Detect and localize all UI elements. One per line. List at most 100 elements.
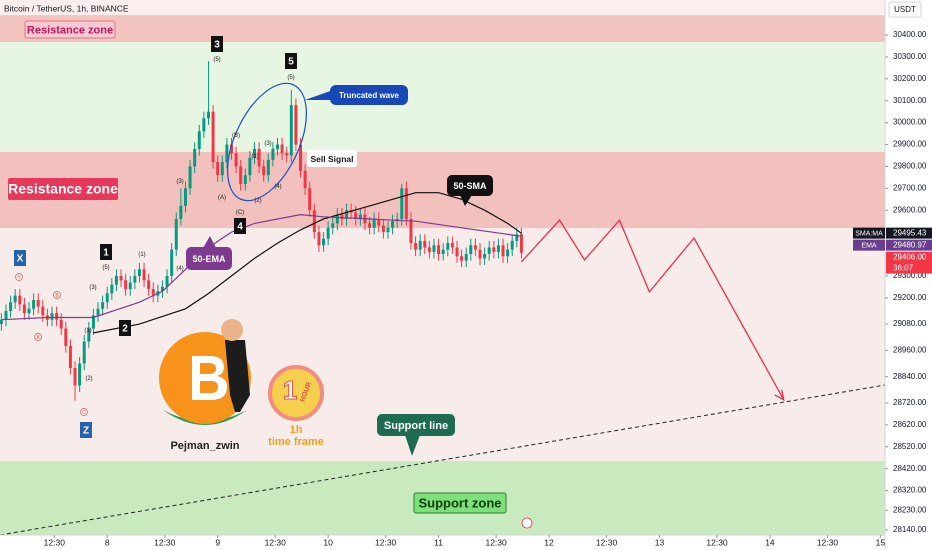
label-text: Sell Signal	[311, 154, 354, 164]
candle-body	[248, 157, 252, 176]
wave-sub-label: (3)	[264, 141, 271, 147]
label-text: Support line	[384, 420, 448, 432]
candle-body	[36, 300, 40, 307]
y-tick-label: 28720.00	[893, 398, 927, 407]
wave-sub-label: (1)	[84, 328, 91, 334]
cartoon-figure	[225, 340, 250, 412]
candle-body	[87, 328, 91, 342]
candle-body	[78, 363, 82, 386]
wave-label: 2	[122, 324, 128, 335]
wave-circle	[15, 273, 23, 281]
price-tag	[886, 227, 932, 239]
candle-body	[124, 280, 128, 290]
candle-body	[487, 247, 491, 255]
wave-box	[100, 244, 112, 260]
label-text: 50-SMA	[453, 181, 487, 191]
x-tick-label: 13	[655, 537, 665, 547]
label-box	[330, 85, 408, 105]
wave-circle	[80, 408, 88, 416]
candle-body	[427, 247, 431, 252]
candle-body	[188, 166, 192, 189]
y-tick-label: 29600.00	[893, 205, 927, 214]
pointer	[460, 195, 472, 206]
arrow-head	[774, 389, 785, 402]
wave-circle	[34, 333, 42, 341]
candle-body	[128, 282, 132, 290]
wave-box	[14, 250, 26, 266]
candle-body	[446, 243, 450, 250]
y-tick-label: 29200.00	[893, 293, 927, 302]
wave-sub-label: (5)	[213, 57, 220, 63]
candle-body	[423, 240, 427, 248]
candle-body	[404, 188, 408, 219]
y-tick-label: 30100.00	[893, 96, 927, 105]
candle-body	[276, 144, 280, 149]
wave-sub-label: (1)	[138, 252, 145, 258]
wave-sub-label: (5)	[102, 265, 109, 271]
candle-body	[340, 214, 344, 219]
candle-body	[289, 105, 293, 156]
candle-body	[335, 214, 339, 224]
label-text: Truncated wave	[339, 91, 400, 100]
wave-sub-label: (3)	[176, 179, 183, 185]
y-tick-label: 30200.00	[893, 74, 927, 83]
wave-sub-label: (4)	[176, 266, 183, 272]
tag-name: SMA:MA	[855, 230, 883, 237]
wave-circle	[53, 291, 61, 299]
candle-body	[496, 245, 500, 252]
candle-body	[312, 210, 316, 233]
replay-icon	[521, 517, 533, 529]
wave-sub-label: (4)	[274, 184, 281, 190]
candle-body	[110, 284, 114, 294]
candle-body	[202, 118, 206, 132]
candle-body	[137, 269, 141, 276]
candle-body	[0, 319, 3, 325]
y-tick-label: 30400.00	[893, 30, 927, 39]
x-tick-label: 10	[323, 537, 333, 547]
candle-body	[506, 249, 510, 257]
candle-body	[381, 225, 385, 233]
candle-body	[105, 293, 109, 303]
candle-body	[432, 245, 436, 252]
x-tick-label: 15	[876, 537, 886, 547]
candle-body	[368, 223, 372, 228]
candle-body	[358, 214, 362, 219]
candle-body	[82, 341, 86, 364]
candle-body	[68, 346, 72, 368]
ma-line	[1, 213, 522, 321]
candle-body	[271, 148, 275, 160]
label-box	[307, 150, 357, 167]
wave-sub-label: (3)	[89, 285, 96, 291]
price-tag-label: 29406.00	[893, 253, 927, 262]
wave-sub-label: A	[36, 335, 40, 341]
y-tick-label: 28840.00	[893, 372, 927, 381]
candle-body	[206, 111, 210, 119]
x-tick-label: 12:30	[265, 537, 287, 547]
candle-body	[322, 238, 326, 246]
candle-body	[299, 144, 303, 171]
candle-body	[55, 313, 59, 320]
y-tick-label: 29800.00	[893, 162, 927, 171]
candle-body	[41, 306, 45, 316]
wave-box	[285, 53, 297, 69]
label-box	[413, 492, 507, 514]
candle-body	[96, 308, 100, 316]
candle-body	[183, 188, 187, 206]
y-tick-label: 28230.00	[893, 505, 927, 514]
candle-body	[9, 302, 13, 311]
price-tag	[886, 251, 932, 274]
candle-body	[317, 232, 321, 246]
candle-body	[519, 234, 523, 253]
y-tick-label: 29700.00	[893, 183, 927, 192]
price-tag-label: 29480.97	[893, 241, 927, 250]
candle-body	[331, 223, 335, 228]
candle-body	[18, 295, 22, 305]
candle-body	[308, 188, 312, 211]
candle-body	[165, 275, 169, 287]
wave-box	[211, 36, 223, 52]
y-tick-label: 30000.00	[893, 118, 927, 127]
candle-body	[354, 212, 358, 219]
x-tick-label: 12:30	[817, 537, 839, 547]
candle-body	[450, 243, 454, 248]
